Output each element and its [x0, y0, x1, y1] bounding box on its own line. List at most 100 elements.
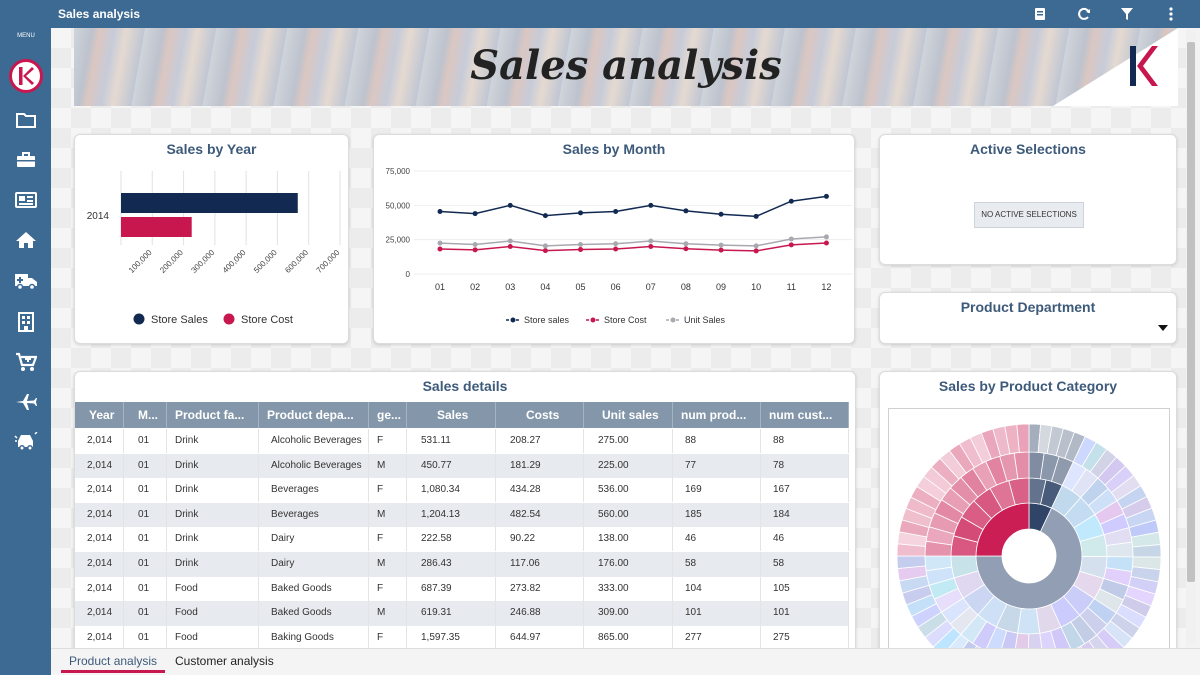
sidebar: MENU — [0, 0, 51, 675]
data-point — [613, 241, 619, 247]
column-header-product-department[interactable]: Product depa... — [259, 402, 369, 428]
table-cell: 01 — [124, 576, 167, 601]
column-header-product-family[interactable]: Product fa... — [167, 402, 259, 428]
table-cell: 2,014 — [75, 576, 124, 601]
refresh-icon[interactable] — [1075, 5, 1093, 23]
panel-title: Sales by Year — [166, 141, 257, 157]
table-row[interactable]: 2,014 01 Drink Beverages M 1,204.13 482.54 560.… — [75, 502, 849, 528]
table-row[interactable]: 2,014 01 Food Baked Goods M 619.31 246.88 309.0… — [75, 601, 849, 626]
table-cell: 167 — [761, 478, 849, 503]
data-point — [507, 202, 513, 208]
sheet-tab-bar: Product analysis Customer analysis — [51, 648, 1200, 675]
table-cell: 275.00 — [584, 429, 673, 453]
dropdown-arrow-icon[interactable] — [1158, 325, 1168, 331]
column-header-year[interactable]: Year — [75, 402, 124, 428]
table-cell: 01 — [124, 478, 167, 503]
legend-marker — [223, 313, 235, 325]
data-point — [472, 247, 478, 253]
data-point — [718, 242, 724, 248]
data-point — [542, 243, 548, 249]
x-tick-label: 06 — [611, 282, 621, 292]
sunburst-segment — [1132, 544, 1162, 558]
column-header-gender[interactable]: ge... — [369, 402, 407, 428]
briefcase-icon[interactable] — [13, 149, 39, 171]
x-tick-label: 700,000 — [315, 248, 342, 275]
ambulance-icon[interactable] — [13, 270, 39, 292]
legend-marker-dot — [590, 317, 596, 323]
table-cell: 01 — [124, 429, 167, 453]
table-row[interactable]: 2,014 01 Drink Alcoholic Beverages F 531.11 20… — [75, 429, 849, 454]
product-department-panel[interactable]: Product Department — [879, 292, 1177, 344]
table-cell: 01 — [124, 527, 167, 552]
data-point — [472, 211, 478, 217]
y-tick-label: 25,000 — [386, 236, 411, 245]
building-icon[interactable] — [13, 311, 39, 333]
table-cell: 1,597.35 — [407, 625, 496, 650]
app-title: Sales analysis — [58, 7, 141, 21]
table-row[interactable]: 2,014 01 Food Baked Goods F 687.39 273.82 333.0… — [75, 576, 849, 602]
data-point — [507, 238, 513, 244]
data-point — [613, 246, 619, 252]
series-line-unit-sales — [439, 236, 827, 247]
newspaper-icon[interactable] — [13, 189, 39, 211]
data-point — [437, 209, 443, 215]
data-point — [753, 243, 759, 249]
car-crash-icon[interactable] — [13, 431, 39, 453]
table-row[interactable]: 2,014 01 Drink Beverages F 1,080.34 434.28 536.… — [75, 478, 849, 503]
table-cell: 222.58 — [407, 527, 496, 552]
table-cell: 1,080.34 — [407, 478, 496, 503]
data-point — [472, 241, 478, 247]
table-cell: Food — [167, 601, 259, 626]
tab-customer-analysis[interactable]: Customer analysis — [175, 654, 274, 668]
folder-icon[interactable] — [13, 109, 39, 131]
filter-icon[interactable] — [1118, 5, 1136, 23]
table-cell: Drink — [167, 552, 259, 576]
y-tick-label: 2014 — [87, 211, 110, 222]
table-cell: Food — [167, 576, 259, 601]
x-tick-label: 09 — [716, 282, 726, 292]
table-cell: 01 — [124, 502, 167, 527]
plane-icon[interactable] — [13, 391, 39, 413]
app-logo[interactable] — [9, 59, 43, 93]
more-vertical-icon[interactable] — [1162, 5, 1180, 23]
column-header-sales[interactable]: Sales — [407, 402, 496, 428]
table-row[interactable]: 2,014 01 Drink Dairy M 286.43 117.06 176.00 58 58 — [75, 552, 849, 577]
table-cell: Baked Goods — [259, 576, 369, 601]
no-active-selections-button[interactable]: NO ACTIVE SELECTIONS — [974, 202, 1084, 228]
bookmark-icon[interactable] — [1031, 5, 1049, 23]
data-point — [613, 209, 619, 215]
sales-by-category-panel: Sales by Product Category — [879, 371, 1177, 661]
column-header-costs[interactable]: Costs — [496, 402, 584, 428]
table-cell: 2,014 — [75, 625, 124, 650]
banner-title: Sales analysis — [470, 42, 782, 89]
banner: Sales analysis — [74, 28, 1178, 106]
legend-label: Store Sales — [151, 314, 208, 326]
column-header-unit-sales[interactable]: Unit sales — [584, 402, 673, 428]
table-cell: 169 — [673, 478, 761, 503]
table-cell: F — [369, 576, 407, 601]
column-header-num-products[interactable]: num prod... — [673, 402, 761, 428]
column-header-month[interactable]: M... — [124, 402, 167, 428]
table-row[interactable]: 2,014 01 Drink Alcoholic Beverages M 450.77 18… — [75, 453, 849, 479]
table-cell: Drink — [167, 527, 259, 552]
table-row[interactable]: 2,014 01 Food Baking Goods F 1,597.35 644.97 86… — [75, 625, 849, 651]
table-cell: 687.39 — [407, 576, 496, 601]
home-icon[interactable] — [13, 229, 39, 251]
sunburst-chart[interactable] — [880, 372, 1177, 661]
legend-marker-dot — [670, 317, 676, 323]
sunburst-segment — [896, 555, 926, 569]
scrollbar-thumb[interactable] — [1187, 42, 1195, 582]
table-cell: 46 — [761, 527, 849, 552]
table-cell: 88 — [761, 429, 849, 453]
table-cell: Dairy — [259, 552, 369, 576]
tab-product-analysis[interactable]: Product analysis — [61, 653, 166, 673]
table-cell: Alcoholic Beverages — [259, 429, 369, 453]
column-header-num-customers[interactable]: num cust... — [761, 402, 849, 428]
cart-icon[interactable] — [13, 351, 39, 373]
table-row[interactable]: 2,014 01 Drink Dairy F 222.58 90.22 138.00 46 46 — [75, 527, 849, 552]
top-bar: Sales analysis — [0, 0, 1200, 28]
table-cell: Drink — [167, 478, 259, 503]
sales-by-year-panel: Sales by Year 100,000 200,000 300,000 400,0… — [74, 134, 349, 344]
table-cell: 138.00 — [584, 527, 673, 552]
table-cell: Dairy — [259, 527, 369, 552]
